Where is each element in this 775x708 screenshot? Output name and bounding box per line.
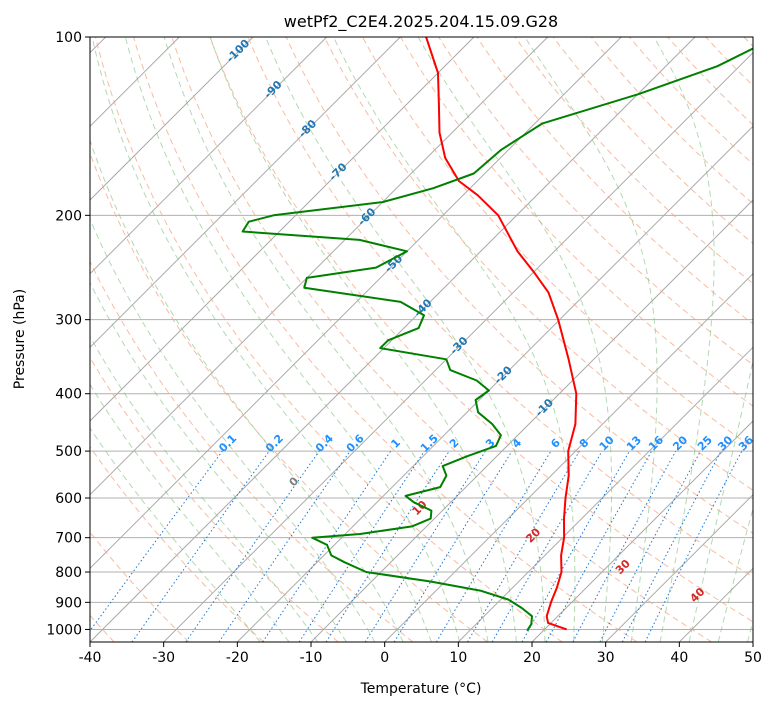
dry-adiabat-line — [247, 37, 753, 578]
mixing-ratio-line — [218, 450, 351, 642]
y-tick-label: 400 — [55, 387, 82, 403]
moist-adiabat-line — [90, 218, 376, 642]
x-tick-label: -20 — [226, 650, 249, 666]
mixing-ratio-line — [644, 450, 743, 642]
moist-adiabat-line — [417, 37, 613, 642]
y-axis: 100 200 300 400 500 600 700 800 900 1000 — [46, 30, 90, 638]
mixing-ratio-line — [90, 450, 223, 632]
moist-adiabat-line — [653, 37, 715, 642]
isotherm-line — [90, 37, 328, 275]
dry-adiabat-line — [285, 37, 753, 534]
moist-adiabat-line — [688, 358, 753, 642]
x-tick-label: 0 — [380, 650, 389, 666]
x-tick-label: 40 — [670, 650, 688, 666]
moist-adiabat-line — [91, 37, 432, 642]
plot-area: -100-90-80-70-60-50-40-30-20-100.1 0.2 0.4… — [90, 37, 753, 642]
moist-adiabat-line — [90, 281, 347, 642]
x-tick-label: 20 — [523, 650, 541, 666]
isotherm-line — [236, 125, 753, 642]
moist-adiabat-line — [333, 37, 576, 642]
y-tick-label: 600 — [55, 491, 82, 507]
dry-adiabats — [90, 37, 753, 642]
x-tick-label: 10 — [449, 650, 467, 666]
isotherm-line — [90, 37, 549, 496]
mixing-ratio-line — [521, 450, 630, 642]
dry-adiabat-line — [90, 445, 264, 642]
mixing-ratio-line — [262, 450, 392, 642]
y-axis-label: Pressure (hPa) — [12, 289, 28, 389]
mixing-ratio-line — [393, 450, 513, 642]
isotherm-line — [605, 493, 753, 642]
mixing-ratio-lines — [90, 450, 743, 642]
mixing-ratio-line — [545, 450, 653, 642]
moist-adiabat-line — [265, 37, 546, 642]
dry-adiabat-line — [171, 37, 712, 642]
isotherm-line — [90, 37, 254, 201]
x-tick-label: -40 — [79, 650, 102, 666]
moist-adiabat-line — [163, 37, 489, 642]
y-tick-label: 900 — [55, 595, 82, 611]
y-tick-label: 200 — [55, 208, 82, 224]
mixing-ratio-line — [131, 450, 270, 642]
dry-adiabat-line — [95, 37, 563, 642]
moist-adiabat-line — [90, 335, 319, 642]
y-tick-label: 500 — [55, 444, 82, 460]
y-tick-label: 100 — [55, 30, 82, 46]
x-axis-label: Temperature (°C) — [360, 681, 482, 697]
temperature-profile — [425, 37, 578, 631]
moist-adiabat-line — [717, 506, 753, 642]
moist-adiabat-line — [524, 37, 658, 642]
isotherm-line — [531, 420, 753, 642]
isotherm-line — [90, 37, 475, 422]
mixing-ratio-line — [185, 450, 320, 642]
moist-adiabats — [90, 37, 753, 642]
isotherm-line — [384, 272, 753, 642]
dry-adiabat-line — [514, 37, 753, 285]
x-tick-label: -30 — [152, 650, 175, 666]
x-tick-label: 30 — [597, 650, 615, 666]
plot-frame — [89, 36, 754, 643]
dry-adiabat-line — [323, 37, 753, 491]
x-axis: -40 -30 -20 -10 0 10 20 30 40 50 — [79, 642, 762, 666]
dry-adiabat-line — [90, 356, 339, 642]
x-tick-label: 50 — [744, 650, 762, 666]
moist-adiabat-line — [209, 37, 517, 642]
y-tick-label: 700 — [55, 531, 82, 547]
profile-series — [241, 37, 753, 632]
moist-adiabat-line — [90, 383, 290, 642]
isotherm-line — [90, 37, 401, 349]
y-tick-label: 800 — [55, 565, 82, 581]
y-tick-label: 1000 — [46, 622, 82, 638]
x-tick-label: -10 — [300, 650, 323, 666]
dry-adiabat-line — [90, 260, 414, 642]
dry-adiabat-line — [476, 37, 753, 325]
isobar-grid — [90, 37, 753, 630]
isotherm-line — [163, 51, 753, 642]
mixing-ratio-line — [325, 450, 450, 642]
mixing-ratio-line — [572, 450, 677, 642]
dry-adiabat-line — [209, 37, 753, 623]
dewpoint-profile — [241, 47, 753, 632]
moist-adiabat-line — [124, 37, 461, 642]
chart-title: wetPf2_C2E4.2025.204.15.09.G28 — [284, 12, 558, 32]
moist-adiabat-line — [90, 427, 261, 642]
y-tick-label: 300 — [55, 313, 82, 329]
isotherm-line — [457, 346, 753, 642]
moist-adiabat-line — [90, 138, 404, 642]
